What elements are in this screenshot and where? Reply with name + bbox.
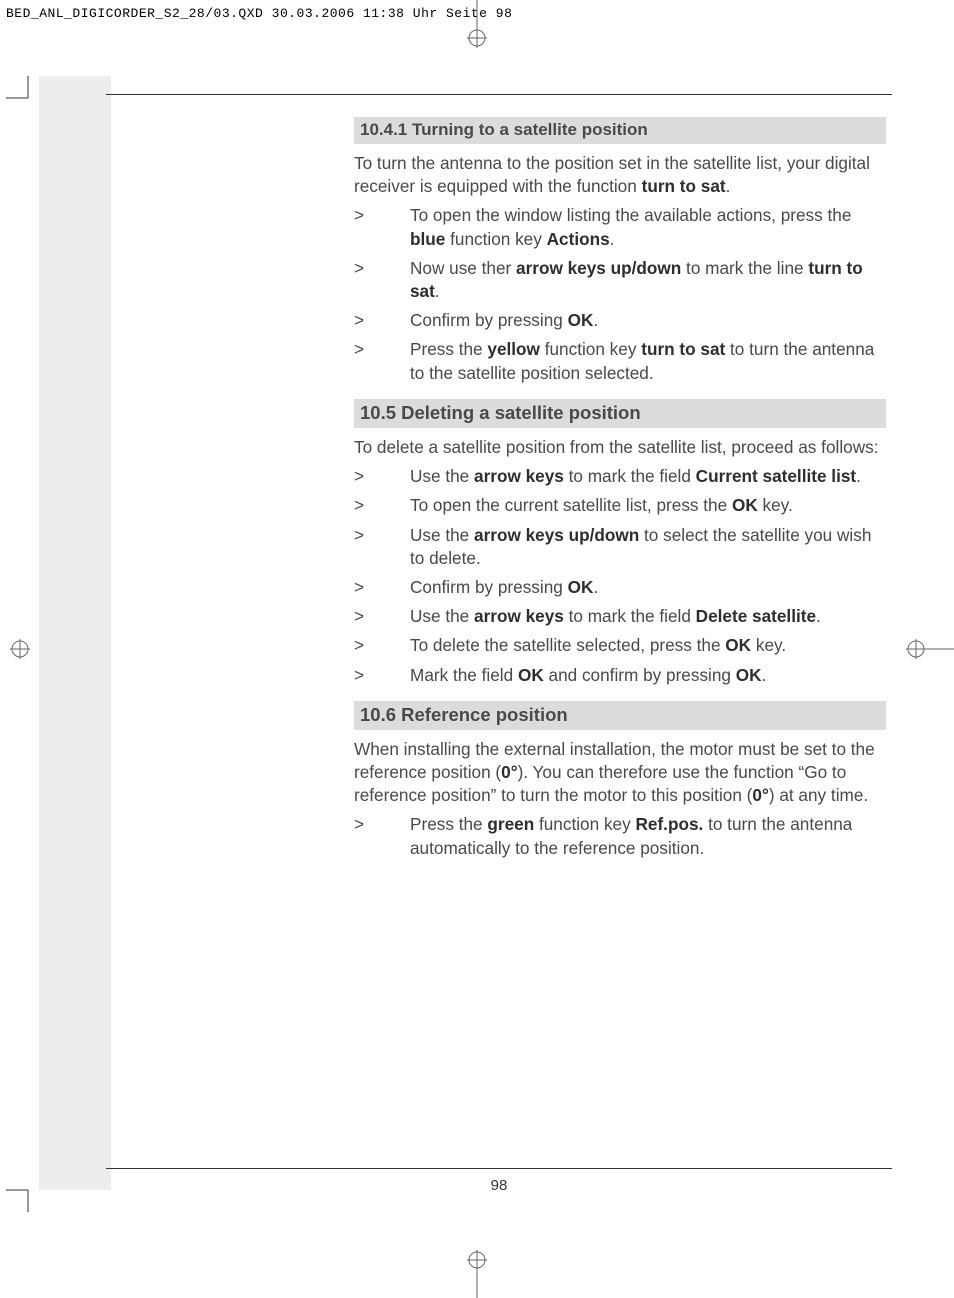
list-item: >Press the green function key Ref.pos. t… xyxy=(354,813,886,859)
left-sidebar xyxy=(39,76,111,1190)
list-item: >Confirm by pressing OK. xyxy=(354,309,886,332)
content-column: 10.4.1 Turning to a satellite position T… xyxy=(354,117,892,860)
page-footer: 98 xyxy=(106,1168,892,1194)
heading-10-6: 10.6 Reference position xyxy=(354,701,886,730)
list-item: >Use the arrow keys to mark the field De… xyxy=(354,605,886,628)
corner-mark-bl-icon xyxy=(6,1182,36,1212)
heading-10-5: 10.5 Deleting a satellite position xyxy=(354,399,886,428)
list-item: >To open the current satellite list, pre… xyxy=(354,494,886,517)
crop-mark-top-icon xyxy=(457,0,497,52)
corner-mark-tl-icon xyxy=(6,76,36,106)
crop-mark-right-icon xyxy=(902,629,954,669)
list-item: >Mark the field OK and confirm by pressi… xyxy=(354,664,886,687)
intro-10-4-1: To turn the antenna to the position set … xyxy=(354,152,886,198)
crop-mark-left-icon xyxy=(0,629,40,669)
list-item: >To delete the satellite selected, press… xyxy=(354,634,886,657)
list-item: >Confirm by pressing OK. xyxy=(354,576,886,599)
crop-mark-bottom-icon xyxy=(457,1246,497,1298)
list-item: >Now use ther arrow keys up/down to mark… xyxy=(354,257,886,303)
intro-10-6: When installing the external installatio… xyxy=(354,738,886,808)
heading-10-4-1: 10.4.1 Turning to a satellite position xyxy=(354,117,886,144)
page-number: 98 xyxy=(491,1177,508,1194)
file-header: BED_ANL_DIGICORDER_S2_28/03.QXD 30.03.20… xyxy=(6,6,512,21)
page-body: 10.4.1 Turning to a satellite position T… xyxy=(106,94,892,1194)
list-item: >To open the window listing the availabl… xyxy=(354,204,886,250)
list-item: >Press the yellow function key turn to s… xyxy=(354,338,886,384)
intro-10-5: To delete a satellite position from the … xyxy=(354,436,886,459)
list-item: >Use the arrow keys to mark the field Cu… xyxy=(354,465,886,488)
list-item: >Use the arrow keys up/down to select th… xyxy=(354,524,886,570)
